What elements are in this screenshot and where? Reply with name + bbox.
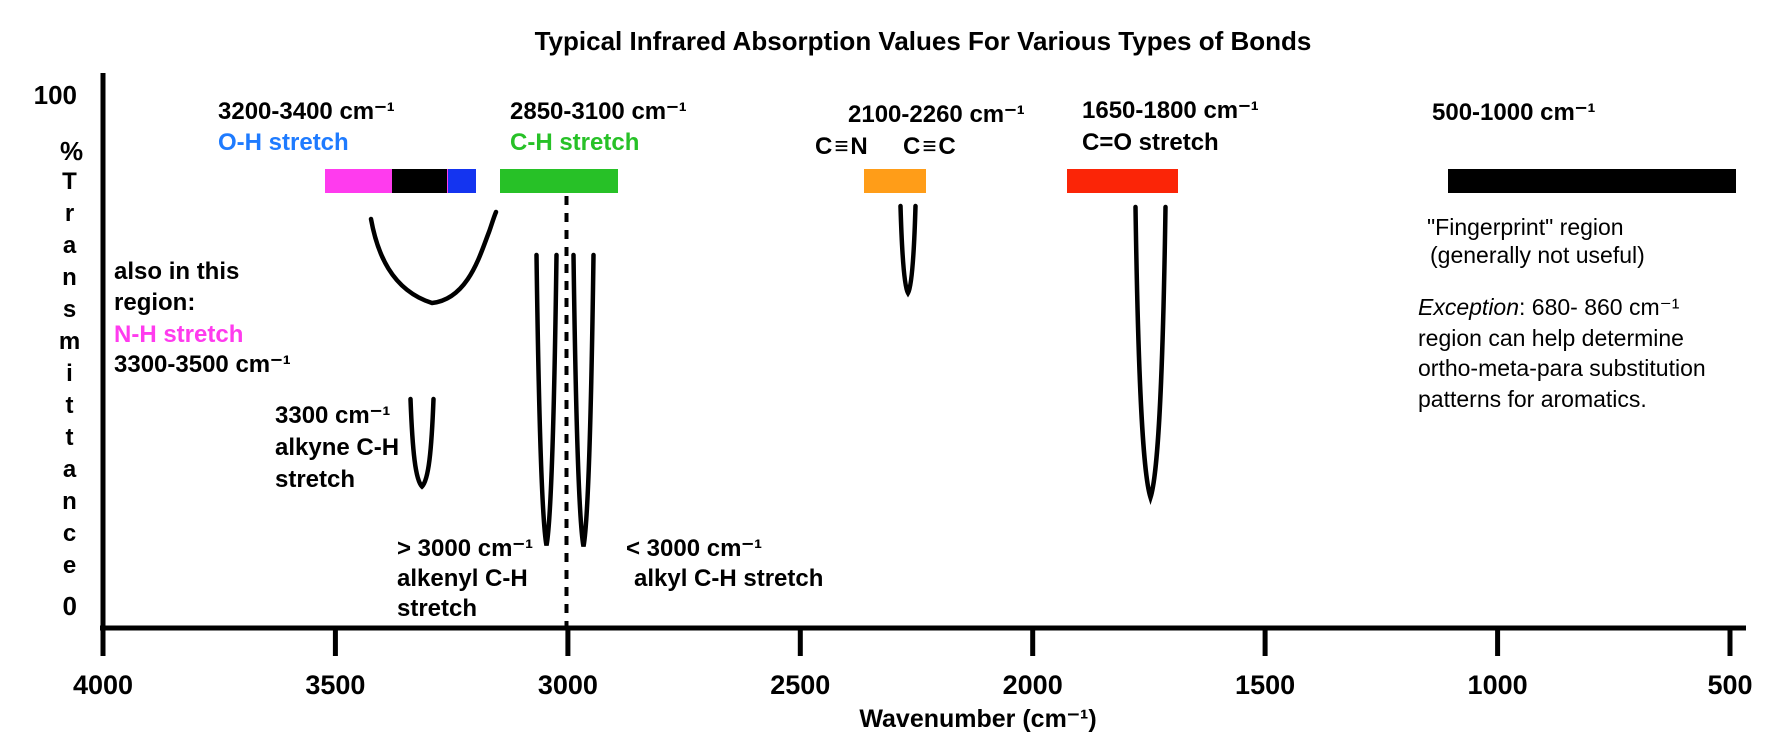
x-tick-label: 1000 <box>1467 670 1528 700</box>
alkenyl-label-line1: alkenyl C-H <box>397 565 528 592</box>
alkenyl-range-label: > 3000 cm⁻¹ <box>397 535 534 562</box>
x-tick-label: 2500 <box>770 670 831 700</box>
alkyne-formula: C≡C <box>903 133 958 160</box>
x-tick-label: 2000 <box>1002 670 1063 700</box>
alkyne-label-line1: alkyne C-H <box>275 434 400 461</box>
co-range-label: 1650-1800 cm⁻¹ <box>1082 97 1259 124</box>
x-tick-mark <box>797 629 803 656</box>
nitrile-alkyne-dip-curve <box>898 203 918 298</box>
exception-paragraph: Exception: 680- 860 cm⁻¹ region can help… <box>1418 292 1706 414</box>
exception-line1-rest: : 680- 860 cm⁻¹ <box>1519 294 1680 320</box>
triple-bond-range-label: 2100-2260 cm⁻¹ <box>848 101 1025 128</box>
ch-range-label: 2850-3100 cm⁻¹ <box>510 98 687 125</box>
band-bar <box>864 169 926 193</box>
alkenyl-label-line2: stretch <box>397 595 478 622</box>
oh-broad-absorption-curve <box>368 209 499 306</box>
also-region-line2: region: <box>114 289 196 316</box>
alkyl-ch-dip-curve <box>571 252 596 547</box>
ch-stretch-label: C-H stretch <box>510 129 640 156</box>
nh-stretch-label: N-H stretch <box>114 321 244 348</box>
y-axis-title: Transmittance <box>56 168 83 584</box>
exception-word: Exception <box>1418 294 1520 320</box>
oh-range-label: 3200-3400 cm⁻¹ <box>218 98 395 125</box>
carbonyl-dip-curve <box>1133 204 1168 505</box>
fingerprint-range-label: 500-1000 cm⁻¹ <box>1432 99 1596 126</box>
alkyne-ch-dip-curve <box>408 396 436 490</box>
x-tick-mark <box>565 629 571 656</box>
nh-range-label: 3300-3500 cm⁻¹ <box>114 351 291 378</box>
band-bar <box>1447 169 1736 193</box>
x-axis <box>100 625 1746 631</box>
x-tick-mark <box>100 629 106 656</box>
co-stretch-label: C=O stretch <box>1082 129 1219 156</box>
exception-line3: ortho-meta-para substitution <box>1418 355 1706 382</box>
exception-line2: region can help determine <box>1418 324 1684 351</box>
y-axis <box>100 73 106 656</box>
x-tick-label: 4000 <box>72 670 134 700</box>
alkyl-range-label: < 3000 cm⁻¹ <box>626 535 763 562</box>
nitrile-formula: C≡N <box>815 133 870 160</box>
alkenyl-ch-dip-curve <box>534 252 559 546</box>
x-tick-label: 3000 <box>537 670 598 700</box>
band-bar <box>392 169 448 193</box>
x-tick-label: 1500 <box>1235 670 1296 700</box>
exception-line1: Exception: 680- 860 cm⁻¹ <box>1418 292 1706 323</box>
x-tick-mark <box>1262 629 1268 656</box>
y-axis-min-label: 0 <box>62 591 77 621</box>
x-tick-label: 3500 <box>305 670 366 700</box>
also-region-line1: also in this <box>114 258 240 285</box>
x-tick-mark <box>1030 629 1036 656</box>
x-tick-label: 500 <box>1707 670 1753 700</box>
alkyne-label-line2: stretch <box>275 466 356 493</box>
fingerprint-note-line2: (generally not useful) <box>1430 242 1645 268</box>
alkyl-label: alkyl C-H stretch <box>634 565 824 592</box>
band-bar <box>499 169 618 193</box>
x-axis-ticks <box>100 629 1733 656</box>
x-tick-mark <box>1495 629 1501 656</box>
exception-line4: patterns for aromatics. <box>1418 385 1647 412</box>
x-tick-mark <box>332 629 338 656</box>
x-tick-mark <box>1727 629 1733 656</box>
fingerprint-note-line1: "Fingerprint" region <box>1427 214 1624 240</box>
chart-title: Typical Infrared Absorption Values For V… <box>534 26 1312 56</box>
oh-stretch-label: O-H stretch <box>218 129 349 156</box>
y-axis-max-label: 100 <box>33 80 77 110</box>
x-axis-title: Wavenumber (cm⁻¹) <box>859 705 1097 733</box>
percent-sign: % <box>60 136 84 166</box>
alkyne-range-label: 3300 cm⁻¹ <box>275 402 391 429</box>
band-bar <box>1066 169 1178 193</box>
